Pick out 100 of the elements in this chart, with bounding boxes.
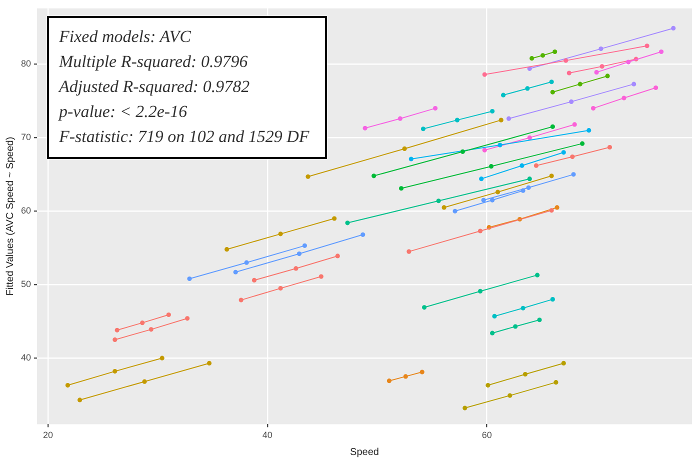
point: [478, 228, 483, 234]
point: [238, 298, 244, 302]
y-tick-label: 40: [20, 352, 32, 363]
point: [420, 126, 426, 132]
point: [406, 249, 412, 254]
point: [498, 142, 502, 148]
point: [360, 232, 366, 237]
point: [372, 174, 376, 178]
point: [535, 272, 540, 278]
point: [527, 176, 532, 182]
point: [78, 398, 82, 402]
point: [490, 108, 495, 114]
point: [586, 128, 592, 133]
point: [530, 56, 534, 61]
point: [626, 60, 631, 64]
point: [506, 116, 512, 121]
point: [166, 312, 171, 318]
point: [598, 46, 604, 52]
point: [671, 26, 676, 31]
point: [142, 379, 147, 384]
y-tick-label: 60: [20, 206, 32, 216]
x-tick-label: 60: [482, 430, 492, 440]
point: [402, 146, 407, 152]
y-tick-label: 80: [20, 58, 32, 69]
point: [398, 186, 404, 191]
point: [278, 286, 283, 291]
point: [244, 260, 249, 265]
point: [549, 80, 554, 84]
y-tick-label: 70: [20, 132, 32, 142]
point: [552, 49, 558, 54]
point: [600, 64, 604, 69]
x-axis-title: Speed: [350, 446, 379, 458]
point: [526, 185, 531, 190]
x-tick-label: 20: [42, 430, 53, 440]
point: [318, 274, 324, 279]
point: [561, 360, 566, 366]
point: [554, 205, 560, 210]
point: [580, 141, 585, 146]
point: [460, 149, 465, 154]
annotation: p-value: < 2.2e-16: [59, 101, 188, 123]
point: [549, 174, 554, 178]
point: [422, 305, 427, 310]
point: [571, 172, 576, 177]
y-axis-title: Fitted Values (AVC Speed ~ Speed): [4, 136, 16, 296]
point: [296, 251, 302, 256]
point: [500, 92, 506, 98]
point: [306, 174, 310, 179]
annotation: F-statistic: 719 on 102 and 1529 DF: [59, 126, 310, 148]
point: [550, 124, 555, 129]
point: [570, 154, 575, 160]
point: [522, 372, 528, 377]
point: [252, 278, 257, 283]
point: [537, 318, 542, 322]
point: [403, 374, 408, 379]
point: [653, 85, 658, 90]
point: [488, 164, 494, 169]
point: [508, 393, 512, 398]
annotation: Multiple R-squared: 0.9796: [59, 51, 249, 73]
point: [233, 270, 238, 274]
point: [362, 126, 368, 130]
point: [520, 163, 524, 168]
point: [420, 370, 424, 374]
point: [492, 314, 497, 319]
point: [490, 330, 495, 336]
point: [462, 406, 468, 410]
point: [644, 44, 650, 48]
point: [658, 49, 664, 54]
annotation: Adjusted R-squared: 0.9782: [59, 76, 251, 98]
point: [140, 320, 145, 326]
point: [398, 116, 402, 121]
point: [452, 208, 458, 214]
point: [572, 122, 577, 127]
point: [632, 82, 636, 86]
point: [525, 86, 530, 91]
point: [550, 297, 555, 302]
point: [224, 247, 230, 252]
point: [569, 99, 574, 104]
point: [442, 205, 446, 210]
point: [332, 216, 337, 221]
point: [549, 208, 554, 213]
point: [622, 96, 626, 100]
point: [454, 118, 460, 122]
point: [534, 163, 539, 168]
point: [594, 70, 599, 75]
point: [498, 118, 504, 122]
point: [561, 150, 566, 155]
point: [527, 135, 532, 140]
point: [335, 254, 340, 258]
point: [65, 382, 70, 388]
point: [386, 378, 392, 384]
point: [478, 288, 483, 294]
point: [482, 72, 487, 77]
point: [294, 266, 298, 271]
point: [432, 106, 438, 111]
point: [550, 90, 555, 94]
point: [206, 360, 212, 366]
point: [114, 328, 120, 332]
point: [278, 232, 283, 236]
point: [345, 220, 350, 226]
point: [187, 276, 192, 282]
